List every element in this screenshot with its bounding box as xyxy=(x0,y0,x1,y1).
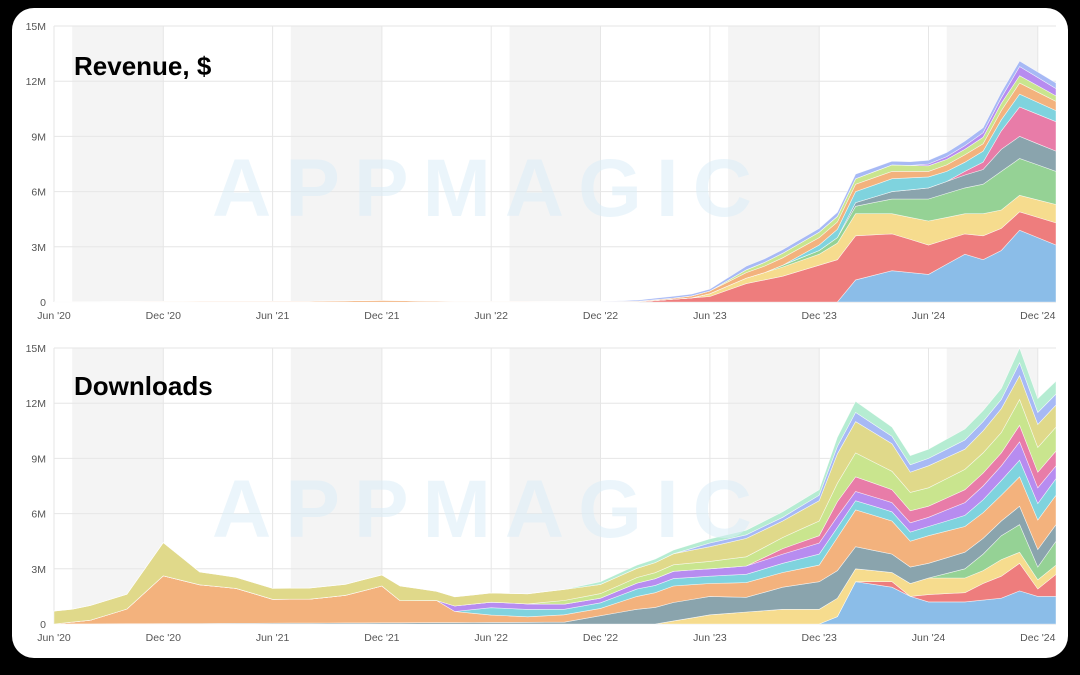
revenue-chart-title: Revenue, $ xyxy=(74,51,212,81)
revenue-shaded-band-1 xyxy=(290,26,382,302)
downloads-y-tick-label: 9M xyxy=(31,453,46,465)
revenue-y-tick-label: 12M xyxy=(26,76,46,88)
revenue-x-tick-label: Jun '21 xyxy=(256,310,290,322)
revenue-x-tick-label: Dec '21 xyxy=(364,310,399,322)
revenue-x-tick-label: Jun '20 xyxy=(37,310,71,322)
downloads-x-tick-label: Dec '21 xyxy=(364,632,399,644)
downloads-y-tick-label: 6M xyxy=(31,509,46,521)
downloads-x-tick-label: Dec '20 xyxy=(146,632,181,644)
revenue-x-tick-label: Dec '23 xyxy=(802,310,837,322)
downloads-watermark: APPMAGIC xyxy=(212,464,766,555)
revenue-x-tick-label: Dec '24 xyxy=(1020,310,1055,322)
downloads-series-group xyxy=(53,347,1057,625)
downloads-shaded-band-1 xyxy=(290,348,382,624)
downloads-y-tick-label: 3M xyxy=(31,564,46,576)
downloads-x-tick-label: Jun '22 xyxy=(474,632,508,644)
revenue-x-tick-label: Dec '22 xyxy=(583,310,618,322)
downloads-x-tick-label: Jun '20 xyxy=(37,632,71,644)
revenue-watermark: APPMAGIC xyxy=(212,143,766,234)
downloads-x-tick-label: Jun '24 xyxy=(912,632,946,644)
downloads-series-13-area[interactable] xyxy=(53,347,1057,612)
downloads-x-tick-label: Dec '22 xyxy=(583,632,618,644)
charts-svg: 0 3M 6M 9M 12M 15M Jun '20 Dec '20 Jun '21 Dec '2… xyxy=(26,21,1057,644)
revenue-chart: 0 3M 6M 9M 12M 15M Jun '20 Dec '20 Jun '21 Dec '2… xyxy=(26,21,1057,322)
downloads-chart-title: Downloads xyxy=(74,371,213,401)
revenue-y-tick-label: 9M xyxy=(31,131,46,143)
chart-card: 0 3M 6M 9M 12M 15M Jun '20 Dec '20 Jun '21 Dec '2… xyxy=(12,8,1068,658)
revenue-y-tick-label: 6M xyxy=(31,187,46,199)
revenue-y-tick-label: 0 xyxy=(40,297,46,309)
downloads-x-tick-label: Jun '21 xyxy=(256,632,290,644)
revenue-y-tick-label: 3M xyxy=(31,242,46,254)
revenue-x-tick-label: Jun '24 xyxy=(912,310,946,322)
downloads-y-tick-label: 12M xyxy=(26,398,46,410)
revenue-shaded-band-2 xyxy=(509,26,601,302)
revenue-series-group xyxy=(53,60,1057,303)
downloads-y-tick-label: 15M xyxy=(26,343,46,355)
downloads-chart: 0 3M 6M 9M 12M 15M Jun '20 Dec '20 Jun '21 Dec '2… xyxy=(26,343,1057,644)
downloads-y-tick-label: 0 xyxy=(40,619,46,631)
downloads-x-tick-label: Dec '23 xyxy=(802,632,837,644)
revenue-series-11-area[interactable] xyxy=(53,60,1057,303)
downloads-shaded-band-2 xyxy=(509,348,601,624)
revenue-x-tick-label: Jun '23 xyxy=(693,310,727,322)
revenue-x-tick-label: Dec '20 xyxy=(146,310,181,322)
downloads-x-tick-label: Jun '23 xyxy=(693,632,727,644)
revenue-y-tick-label: 15M xyxy=(26,21,46,33)
revenue-x-tick-label: Jun '22 xyxy=(474,310,508,322)
downloads-x-tick-label: Dec '24 xyxy=(1020,632,1055,644)
revenue-shaded-band-0 xyxy=(72,26,164,302)
